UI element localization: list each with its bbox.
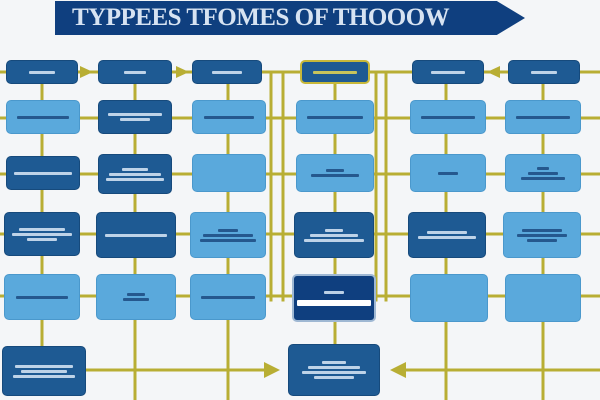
node-r3-c6	[505, 154, 581, 192]
node-r1-c4	[300, 60, 370, 84]
node-r1-c1	[6, 60, 78, 84]
node-r3-c2	[98, 154, 172, 194]
node-r5-c5	[410, 274, 488, 322]
node-r2-c1	[6, 100, 80, 134]
node-r4-c5	[408, 212, 486, 258]
node-r2-c4	[296, 100, 374, 134]
node-r5-c3	[190, 274, 266, 320]
node-r1-c6	[508, 60, 580, 84]
node-r5-c4	[292, 274, 376, 322]
node-r1-c3	[192, 60, 262, 84]
node-r2-c6	[505, 100, 581, 134]
node-r3-c1	[6, 156, 80, 190]
node-r5-c6	[505, 274, 581, 322]
node-r2-c3	[192, 100, 266, 134]
diagram-title: TYPPEES TFOMES OF THOOOW	[72, 4, 450, 31]
node-r4-c1	[4, 212, 80, 256]
node-r2-c2	[98, 100, 172, 134]
node-r4-c3	[190, 212, 266, 258]
node-r5-c4-field	[297, 299, 371, 306]
node-r3-c5	[410, 154, 486, 192]
node-r4-c4	[294, 212, 374, 258]
title-banner	[55, 1, 525, 35]
node-r3-c4	[296, 154, 374, 192]
node-r6-c4	[288, 344, 380, 396]
node-r5-c2	[96, 274, 176, 320]
node-r3-c3	[192, 154, 266, 192]
node-r4-c2	[96, 212, 176, 258]
node-r5-c1	[4, 274, 80, 320]
node-r2-c5	[410, 100, 486, 134]
node-r6-c1	[2, 346, 86, 396]
node-r1-c2	[98, 60, 172, 84]
node-r4-c6	[503, 212, 581, 258]
node-r1-c5	[412, 60, 484, 84]
